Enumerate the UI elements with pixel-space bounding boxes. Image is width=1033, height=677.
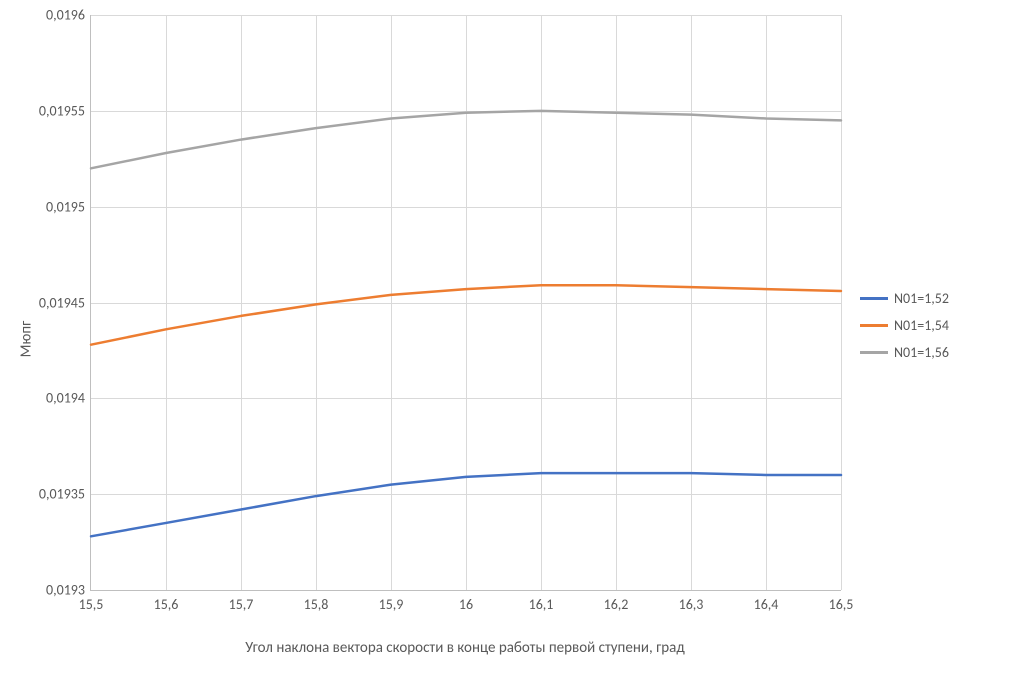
y-tick-label: 0,0194	[46, 390, 91, 407]
y-tick-label: 0,01935	[39, 486, 91, 503]
legend-label: N01=1,52	[894, 290, 949, 307]
series-line	[91, 473, 841, 536]
x-tick-label: 16,5	[829, 590, 854, 613]
x-axis-title: Угол наклона вектора скорости в конце ра…	[90, 639, 840, 657]
series-line	[91, 285, 841, 344]
legend-item: N01=1,52	[860, 290, 949, 307]
y-tick-label: 0,01955	[39, 102, 91, 119]
y-tick-label: 0,01945	[39, 294, 91, 311]
y-tick-label: 0,0195	[46, 198, 91, 215]
x-tick-label: 15,9	[379, 590, 404, 613]
series-layer	[91, 15, 841, 590]
x-tick-label: 16,4	[754, 590, 779, 613]
legend-item: N01=1,54	[860, 317, 949, 334]
x-tick-label: 15,5	[79, 590, 104, 613]
legend-label: N01=1,54	[894, 317, 949, 334]
y-axis-title: Mюпг	[17, 320, 35, 357]
plot-area: 0,01930,019350,01940,019450,01950,019550…	[90, 15, 841, 591]
y-tick-label: 0,0196	[46, 7, 91, 24]
legend-label: N01=1,56	[894, 344, 949, 361]
x-tick-label: 16	[459, 590, 473, 613]
series-line	[91, 111, 841, 169]
x-tick-label: 16,2	[604, 590, 629, 613]
x-tick-label: 15,8	[304, 590, 329, 613]
legend-swatch	[860, 351, 888, 354]
gridline-vertical	[841, 15, 842, 590]
chart-container: Mюпг 0,01930,019350,01940,019450,01950,0…	[0, 0, 1033, 677]
x-tick-label: 15,7	[229, 590, 254, 613]
legend-item: N01=1,56	[860, 344, 949, 361]
x-tick-label: 16,3	[679, 590, 704, 613]
x-tick-label: 16,1	[529, 590, 554, 613]
legend-swatch	[860, 297, 888, 300]
legend: N01=1,52 N01=1,54 N01=1,56	[860, 280, 949, 371]
legend-swatch	[860, 324, 888, 327]
x-tick-label: 15,6	[154, 590, 179, 613]
